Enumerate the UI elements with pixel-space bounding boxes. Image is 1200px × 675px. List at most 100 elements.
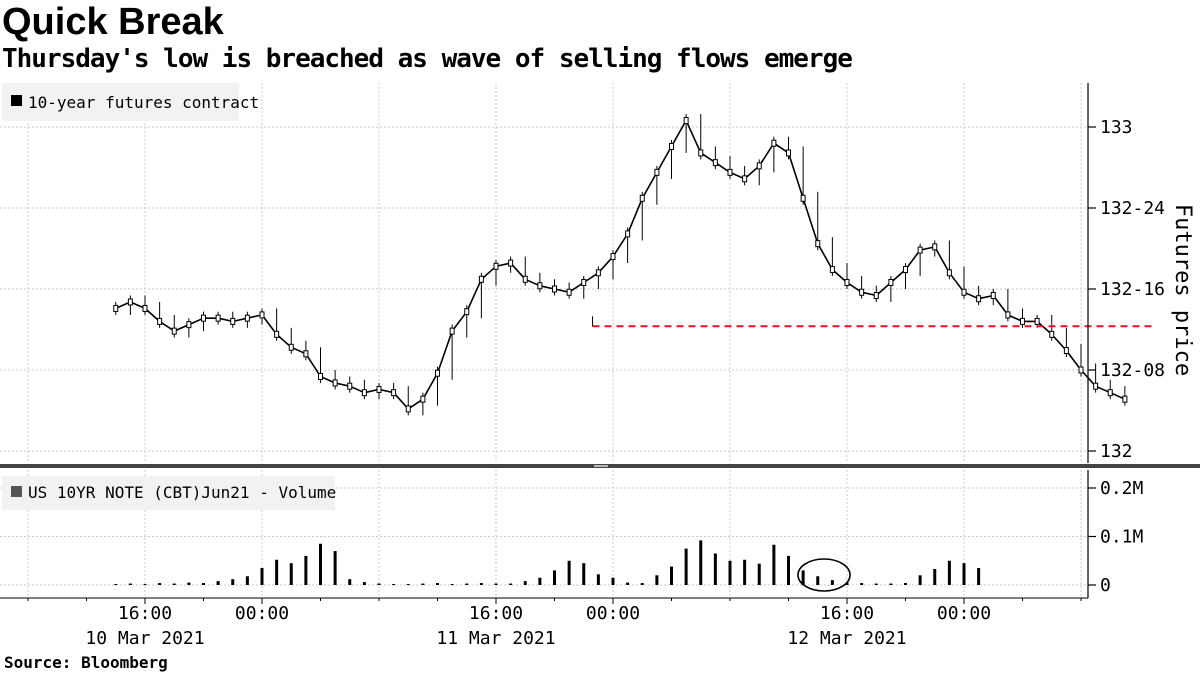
volume-bar (640, 583, 644, 585)
price-candle (1122, 395, 1128, 403)
volume-bar (158, 583, 162, 585)
price-candle (698, 149, 704, 157)
volume-bar (333, 551, 337, 585)
volume-y-tick-label: 0.2M (1100, 478, 1144, 499)
price-candle (654, 168, 660, 176)
volume-bar (421, 583, 425, 585)
price-candle (581, 279, 587, 287)
price-candle (683, 117, 689, 125)
price-legend-swatch (11, 95, 22, 106)
price-candle (1020, 317, 1025, 325)
price-candle (946, 269, 952, 277)
price-candle (859, 288, 865, 296)
price-candle (303, 350, 309, 358)
volume-bar (757, 563, 761, 585)
volume-bar (289, 563, 293, 585)
price-candle (332, 379, 338, 387)
x-tick-label: 16:00 (469, 603, 523, 624)
volume-bar (479, 583, 483, 585)
price-candle (610, 253, 616, 261)
price-candle (829, 266, 835, 274)
volume-bar (392, 584, 396, 586)
volume-bar (377, 583, 381, 585)
volume-bar (494, 583, 498, 585)
volume-bar (143, 584, 147, 586)
volume-bar (172, 583, 176, 585)
volume-bar (947, 560, 951, 585)
volume-bar (567, 560, 571, 585)
source-note: Source: Bloomberg (4, 653, 168, 672)
price-candle (215, 314, 221, 322)
price-legend-label: 10-year futures contract (28, 93, 259, 112)
price-candle (639, 194, 645, 202)
volume-bar (348, 579, 352, 585)
price-series (113, 114, 1128, 416)
volume-bar (319, 543, 322, 585)
price-candle (800, 194, 806, 202)
volume-bar (538, 577, 542, 585)
price-candle (786, 149, 791, 157)
price-y-tick-label: 132-08 (1100, 360, 1165, 381)
price-candle (318, 372, 323, 380)
price-candle (508, 259, 514, 267)
volume-bar (216, 581, 220, 585)
volume-bar (933, 568, 937, 585)
threshold-line-group (592, 316, 1155, 328)
price-candle (961, 288, 967, 296)
price-candle (990, 291, 996, 299)
price-candle (361, 389, 367, 397)
volume-bar (436, 583, 439, 585)
volume-bar (553, 570, 556, 585)
volume-bar (684, 548, 688, 585)
volume-bar (874, 583, 878, 585)
price-candle (435, 369, 440, 377)
price-candle (186, 321, 192, 329)
volume-y-ticks: 0 0.1M 0.2M (1088, 478, 1144, 596)
price-candle (742, 175, 748, 183)
volume-bar (523, 581, 527, 585)
volume-bar (904, 583, 907, 585)
volume-bar (275, 559, 279, 585)
price-candle (595, 269, 601, 277)
price-candle (712, 159, 718, 167)
price-candle (976, 295, 982, 303)
volume-bar (596, 574, 600, 585)
x-tick-label: 16:00 (118, 603, 172, 624)
volume-bar (655, 575, 659, 585)
price-y-axis-label: Futures price (1170, 204, 1195, 376)
volume-series (114, 540, 981, 586)
price-candle (478, 275, 484, 283)
volume-bar (245, 576, 249, 585)
price-candle (405, 405, 411, 413)
price-candle (420, 395, 426, 403)
price-candle (552, 285, 557, 293)
volume-bar (889, 583, 893, 585)
volume-bar (962, 563, 966, 585)
volume-legend-swatch (11, 486, 22, 497)
price-y-tick-label: 132-16 (1100, 279, 1165, 300)
x-tick-label: 00:00 (937, 603, 991, 624)
price-candle (566, 288, 572, 296)
price-candle (756, 162, 762, 170)
volume-annotation-circle (797, 558, 851, 592)
x-tick-label: 00:00 (235, 603, 289, 624)
price-candle (1107, 389, 1113, 397)
volume-bar (509, 583, 513, 585)
volume-bar (611, 577, 615, 585)
price-candle (347, 382, 353, 390)
volume-bar (816, 576, 820, 585)
price-candle (376, 385, 382, 393)
chart-subtitle: Thursday's low is breached as wave of se… (2, 44, 853, 74)
price-candle (1005, 311, 1011, 319)
price-candle (113, 304, 119, 312)
price-candle (1063, 347, 1069, 355)
panel-resize-handle[interactable] (594, 465, 608, 467)
volume-bar (860, 583, 864, 585)
price-candle (244, 314, 250, 322)
volume-bar (743, 559, 747, 585)
volume-bar (626, 582, 630, 585)
volume-y-tick-label: 0 (1100, 575, 1111, 596)
price-candle (932, 243, 938, 251)
price-legend-bg (2, 83, 239, 121)
price-candle (230, 317, 236, 325)
